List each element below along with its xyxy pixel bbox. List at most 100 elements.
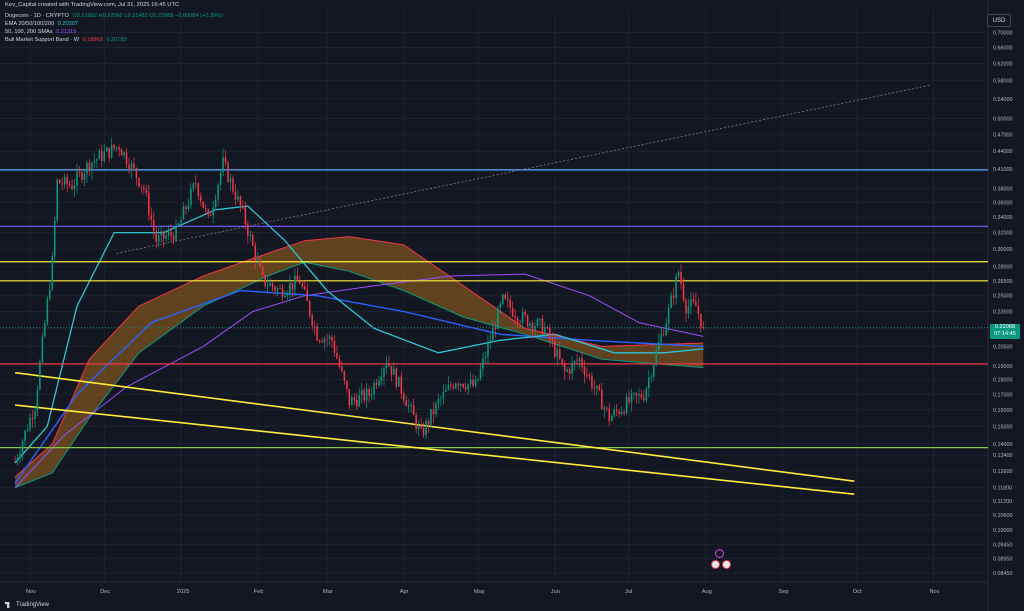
band-legend-row[interactable]: Bull Market Support Band · W 0.18869 0.2… xyxy=(5,37,127,44)
candle-body[interactable] xyxy=(492,327,494,341)
candle-body[interactable] xyxy=(516,318,519,323)
candle-body[interactable] xyxy=(326,338,328,340)
candle-body[interactable] xyxy=(308,300,311,316)
candle-body[interactable] xyxy=(630,393,633,403)
candle-body[interactable] xyxy=(81,172,83,180)
candle-body[interactable] xyxy=(700,313,702,327)
candle-body[interactable] xyxy=(187,205,190,210)
candle-body[interactable] xyxy=(472,379,474,386)
candle-body[interactable] xyxy=(311,315,313,326)
candle-body[interactable] xyxy=(452,386,455,389)
candle-body[interactable] xyxy=(526,315,529,327)
candle-body[interactable] xyxy=(101,151,103,162)
candle-body[interactable] xyxy=(586,374,588,376)
candle-body[interactable] xyxy=(202,201,205,208)
candle-body[interactable] xyxy=(514,316,516,319)
candle-body[interactable] xyxy=(521,312,524,323)
candle-body[interactable] xyxy=(86,162,88,174)
candle-body[interactable] xyxy=(217,184,219,200)
symbol-name[interactable]: Dogecoin · 1D · CRYPTO xyxy=(5,13,69,19)
candle-body[interactable] xyxy=(618,411,620,414)
candle-body[interactable] xyxy=(341,366,343,372)
candle-body[interactable] xyxy=(219,172,222,185)
candle-body[interactable] xyxy=(628,396,630,403)
candle-body[interactable] xyxy=(271,283,274,288)
candle-body[interactable] xyxy=(162,231,165,239)
candle-body[interactable] xyxy=(355,400,358,407)
candle-body[interactable] xyxy=(682,284,685,301)
candle-body[interactable] xyxy=(286,293,289,296)
candle-body[interactable] xyxy=(442,391,445,398)
candle-body[interactable] xyxy=(425,420,427,436)
candle-body[interactable] xyxy=(71,185,73,190)
candle-body[interactable] xyxy=(180,219,182,224)
candle-body[interactable] xyxy=(667,307,670,324)
candle-body[interactable] xyxy=(165,235,167,239)
candle-body[interactable] xyxy=(675,276,677,298)
candle-body[interactable] xyxy=(482,358,484,369)
candle-body[interactable] xyxy=(209,214,212,216)
candle-body[interactable] xyxy=(118,147,120,150)
candle-body[interactable] xyxy=(83,173,86,180)
candle-body[interactable] xyxy=(368,389,370,396)
candle-body[interactable] xyxy=(93,160,96,163)
event-marker-icon[interactable] xyxy=(715,549,724,558)
candle-body[interactable] xyxy=(291,283,294,290)
candle-body[interactable] xyxy=(108,147,110,158)
candle-body[interactable] xyxy=(229,178,232,183)
currency-button[interactable]: USD xyxy=(987,14,1011,27)
candle-body[interactable] xyxy=(650,376,653,378)
candle-body[interactable] xyxy=(489,340,492,343)
candle-body[interactable] xyxy=(591,376,593,388)
candle-body[interactable] xyxy=(323,338,326,343)
candle-body[interactable] xyxy=(571,362,573,374)
candle-body[interactable] xyxy=(14,460,16,462)
candle-body[interactable] xyxy=(568,369,571,374)
candle-body[interactable] xyxy=(395,368,398,387)
candle-body[interactable] xyxy=(19,453,21,458)
candle-body[interactable] xyxy=(31,418,34,419)
candle-body[interactable] xyxy=(638,394,640,396)
candle-body[interactable] xyxy=(695,301,697,307)
candle-body[interactable] xyxy=(435,402,437,415)
candle-body[interactable] xyxy=(415,414,417,430)
candle-body[interactable] xyxy=(469,379,472,385)
candle-body[interactable] xyxy=(645,388,648,401)
candle-body[interactable] xyxy=(385,363,388,369)
candle-body[interactable] xyxy=(266,285,269,287)
dividend-badge-icon[interactable] xyxy=(722,560,731,569)
candle-body[interactable] xyxy=(623,411,625,414)
candle-body[interactable] xyxy=(378,380,380,386)
candle-body[interactable] xyxy=(34,410,36,419)
candle-body[interactable] xyxy=(432,409,435,415)
candle-body[interactable] xyxy=(207,209,209,215)
candle-body[interactable] xyxy=(140,186,143,188)
candle-body[interactable] xyxy=(252,234,254,246)
candle-body[interactable] xyxy=(398,376,400,387)
candle-body[interactable] xyxy=(405,400,408,407)
candle-body[interactable] xyxy=(190,188,192,206)
candle-body[interactable] xyxy=(566,369,568,372)
candle-body[interactable] xyxy=(254,245,257,262)
candle-body[interactable] xyxy=(249,234,252,237)
candle-body[interactable] xyxy=(502,294,504,304)
candle-body[interactable] xyxy=(155,230,158,243)
candle-body[interactable] xyxy=(195,183,197,185)
candle-body[interactable] xyxy=(123,152,125,156)
candle-body[interactable] xyxy=(427,420,430,425)
candle-body[interactable] xyxy=(51,256,54,290)
candle-body[interactable] xyxy=(563,363,566,372)
candle-body[interactable] xyxy=(610,416,613,422)
candle-body[interactable] xyxy=(640,394,643,398)
candle-body[interactable] xyxy=(393,368,395,375)
candle-body[interactable] xyxy=(388,363,390,366)
candle-body[interactable] xyxy=(289,283,291,294)
candle-body[interactable] xyxy=(182,206,185,220)
candle-body[interactable] xyxy=(103,151,106,162)
candle-body[interactable] xyxy=(41,336,44,362)
candle-body[interactable] xyxy=(234,191,237,200)
candle-body[interactable] xyxy=(447,384,450,390)
candle-body[interactable] xyxy=(26,430,29,431)
candle-body[interactable] xyxy=(437,398,440,403)
candle-body[interactable] xyxy=(36,389,39,411)
